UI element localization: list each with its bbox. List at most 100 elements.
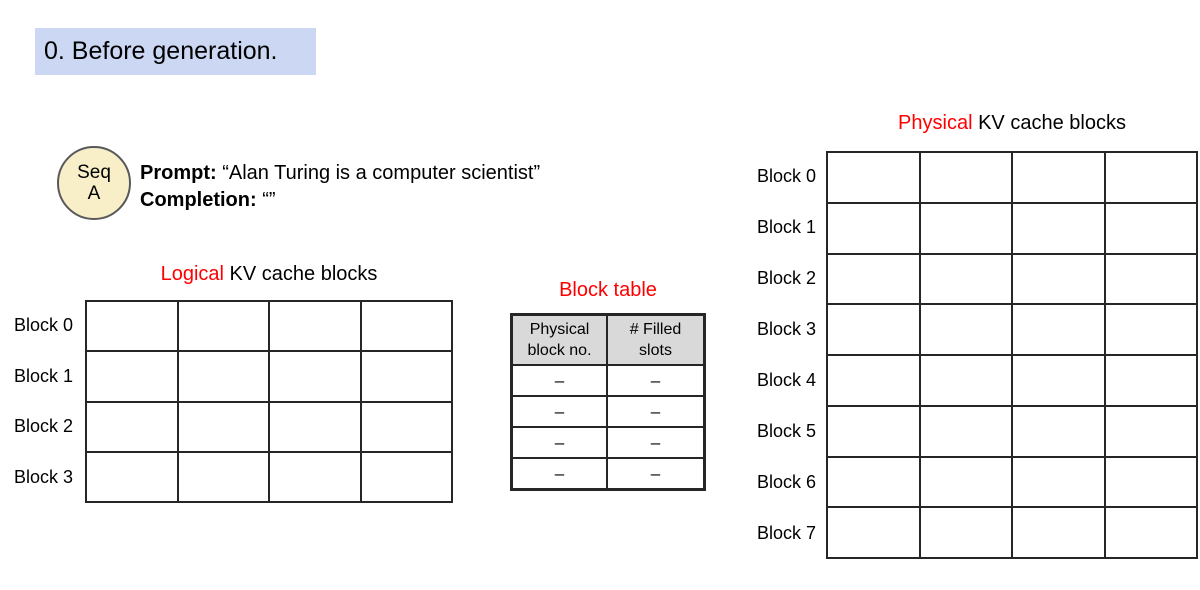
kv-cache-cell: [1013, 203, 1104, 253]
block-table-header: Physical block no. # Filled slots: [513, 316, 703, 366]
row-label: Block 2: [756, 268, 816, 288]
kv-cache-cell: [1105, 305, 1196, 354]
kv-cache-cell: [1013, 153, 1104, 202]
kv-cache-cell: [1105, 406, 1196, 456]
sequence-badge-line2: A: [87, 183, 101, 204]
kv-cache-cell: [1013, 406, 1104, 456]
kv-cache-cell: [1105, 203, 1196, 253]
completion-line: Completion: “”: [140, 187, 540, 214]
sequence-text: Prompt: “Alan Turing is a computer scien…: [140, 160, 540, 214]
kv-cache-cell: [828, 508, 919, 557]
kv-cache-cell: [828, 305, 919, 354]
kv-cache-cell: [270, 352, 360, 401]
completion-label: Completion:: [140, 189, 257, 211]
kv-cache-cell: [828, 203, 919, 253]
kv-cache-cell: [920, 508, 1011, 557]
kv-cache-cell: [87, 452, 177, 501]
physical-kv-title-rest: KV cache blocks: [972, 112, 1126, 134]
block-table-header-filled: # Filled slots: [608, 316, 703, 364]
kv-cache-cell: [828, 457, 919, 507]
sequence-badge: Seq A: [57, 146, 131, 220]
row-label: Block 5: [756, 421, 816, 441]
kv-cache-cell: [920, 254, 1011, 304]
logical-block-labels: Block 0 Block 1 Block 2 Block 3: [0, 300, 73, 503]
kv-cache-cell: [920, 457, 1011, 507]
block-table-cell: –: [650, 463, 661, 483]
block-table-row: – –: [513, 459, 703, 488]
kv-cache-cell: [87, 402, 177, 451]
kv-cache-cell: [270, 302, 360, 351]
kv-cache-cell: [1013, 457, 1104, 507]
block-table-row: – –: [513, 366, 703, 397]
sequence-badge-line1: Seq: [77, 162, 111, 183]
physical-kv-title: Physical KV cache blocks: [826, 112, 1198, 135]
kv-cache-cell: [828, 254, 919, 304]
kv-cache-cell: [178, 302, 268, 351]
header-filled-line2: slots: [639, 342, 672, 359]
kv-cache-cell: [828, 153, 919, 202]
kv-cache-cell: [178, 452, 268, 501]
completion-value: “”: [256, 189, 276, 211]
row-label: Block 6: [756, 472, 816, 492]
kv-cache-cell: [1105, 457, 1196, 507]
block-table-cell: –: [650, 432, 661, 452]
kv-cache-cell: [1105, 508, 1196, 557]
row-label: Block 0: [756, 166, 816, 186]
physical-block-labels: Block 0 Block 1 Block 2 Block 3 Block 4 Block…: [700, 151, 816, 559]
row-label: Block 0: [13, 314, 73, 335]
logical-kv-title-highlight: Logical: [160, 263, 224, 285]
kv-cache-cell: [828, 356, 919, 405]
kv-cache-cell: [920, 305, 1011, 354]
kv-cache-cell: [1013, 305, 1104, 354]
block-table-cell: –: [650, 401, 661, 421]
row-label: Block 2: [13, 416, 73, 437]
kv-cache-cell: [361, 302, 451, 351]
prompt-label: Prompt:: [140, 162, 217, 184]
kv-cache-cell: [87, 352, 177, 401]
block-table-title: Block table: [559, 279, 657, 301]
kv-cache-cell: [828, 406, 919, 456]
kv-cache-cell: [1105, 356, 1196, 405]
kv-cache-cell: [270, 402, 360, 451]
block-table: Physical block no. # Filled slots – – – – – –…: [510, 313, 706, 491]
block-table-cell: –: [513, 397, 608, 426]
physical-kv-title-highlight: Physical: [898, 112, 973, 134]
kv-cache-cell: [1013, 356, 1104, 405]
kv-cache-cell: [920, 356, 1011, 405]
kv-cache-cell: [361, 352, 451, 401]
kv-cache-cell: [361, 452, 451, 501]
header-physical-line1: Physical: [529, 321, 590, 338]
block-table-cell: –: [513, 428, 608, 457]
block-table-cell: –: [513, 459, 608, 488]
physical-kv-grid: [826, 151, 1198, 559]
header-filled-line1: # Filled: [629, 321, 682, 338]
step-title-badge: 0. Before generation.: [35, 28, 316, 75]
kv-cache-cell: [920, 406, 1011, 456]
kv-cache-cell: [87, 302, 177, 351]
row-label: Block 4: [756, 370, 816, 390]
prompt-line: Prompt: “Alan Turing is a computer scien…: [140, 160, 540, 187]
block-table-cell: –: [650, 370, 661, 390]
block-table-row: – –: [513, 428, 703, 459]
kv-cache-cell: [1105, 153, 1196, 202]
step-title: 0. Before generation.: [44, 37, 278, 65]
kv-cache-cell: [361, 402, 451, 451]
block-table-header-physical: Physical block no.: [513, 316, 608, 364]
logical-kv-title-rest: KV cache blocks: [223, 263, 378, 285]
block-table-rows: – – – – – – – –: [513, 366, 703, 488]
kv-cache-cell: [1105, 254, 1196, 304]
block-table-cell: –: [513, 366, 608, 395]
kv-cache-cell: [920, 203, 1011, 253]
kv-cache-cell: [920, 153, 1011, 202]
row-label: Block 7: [756, 523, 816, 543]
logical-kv-grid: [85, 300, 453, 503]
block-table-row: – –: [513, 397, 703, 428]
kv-cache-cell: [178, 402, 268, 451]
kv-cache-cell: [270, 452, 360, 501]
row-label: Block 3: [756, 319, 816, 339]
row-label: Block 1: [756, 217, 816, 237]
logical-kv-title: Logical KV cache blocks: [85, 263, 453, 286]
header-physical-line2: block no.: [527, 342, 592, 359]
kv-cache-cell: [1013, 254, 1104, 304]
